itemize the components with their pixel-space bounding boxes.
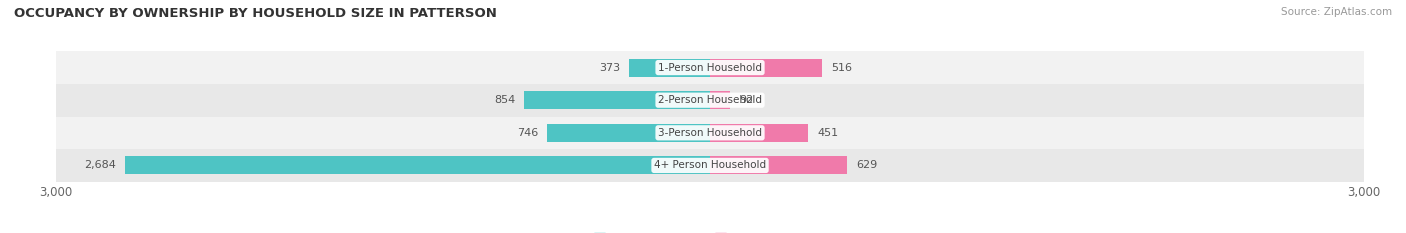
Text: 1-Person Household: 1-Person Household (658, 63, 762, 72)
Text: 451: 451 (817, 128, 838, 138)
Text: 4+ Person Household: 4+ Person Household (654, 161, 766, 170)
Text: 854: 854 (494, 95, 515, 105)
Bar (125, 157, 710, 174)
Text: 2-Person Household: 2-Person Household (658, 95, 762, 105)
Bar (56, 149, 1364, 182)
Legend: Owner-occupied, Renter-occupied: Owner-occupied, Renter-occupied (589, 229, 831, 233)
Text: Source: ZipAtlas.com: Source: ZipAtlas.com (1281, 7, 1392, 17)
Bar (56, 84, 1364, 116)
Text: 516: 516 (831, 63, 852, 72)
Bar (56, 116, 1364, 149)
Bar (547, 124, 710, 142)
Bar (710, 157, 846, 174)
Text: 373: 373 (599, 63, 620, 72)
Bar (56, 51, 1364, 84)
Text: 629: 629 (856, 161, 877, 170)
Bar (710, 124, 808, 142)
Bar (710, 59, 823, 76)
Text: 746: 746 (517, 128, 538, 138)
Bar (710, 91, 730, 109)
Bar (524, 91, 710, 109)
Text: 3-Person Household: 3-Person Household (658, 128, 762, 138)
Text: 2,684: 2,684 (84, 161, 117, 170)
Bar (628, 59, 710, 76)
Text: 92: 92 (738, 95, 754, 105)
Text: OCCUPANCY BY OWNERSHIP BY HOUSEHOLD SIZE IN PATTERSON: OCCUPANCY BY OWNERSHIP BY HOUSEHOLD SIZE… (14, 7, 496, 20)
